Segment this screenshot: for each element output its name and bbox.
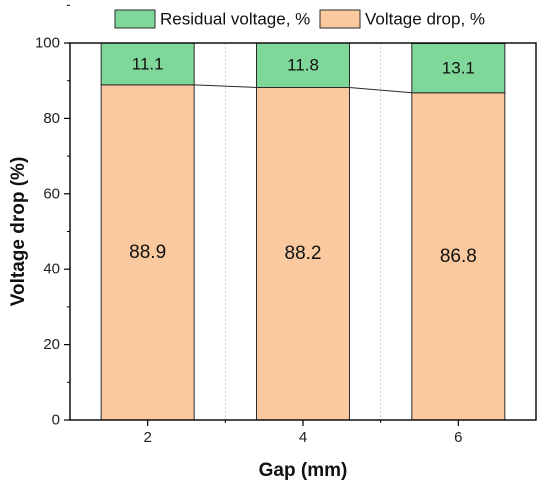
- y-tick-label: 0: [52, 412, 60, 429]
- y-tick-label: 60: [43, 185, 60, 202]
- bar-voltage-drop-2: [100, 84, 195, 421]
- plot-area: [224, 43, 382, 420]
- legend-swatch-voltage-drop: [319, 9, 361, 29]
- bar-residual-voltage-2: [100, 42, 195, 86]
- legend-label-residual-voltage: Residual voltage, %: [160, 10, 310, 29]
- x-tick-label: 4: [299, 429, 307, 446]
- axes-group: 0 20 40 60 80 100 2 4 6: [35, 4, 537, 446]
- y-tick-label: 100: [35, 35, 60, 52]
- y-tick-label: 20: [43, 336, 60, 353]
- bars-group: [100, 42, 506, 421]
- data-labels-group: 88.9 11.1 88.2 11.8 86.8 13.1: [129, 54, 477, 266]
- connector-line: [349, 86, 412, 94]
- y-tick-label: 80: [43, 110, 60, 127]
- legend: Residual voltage, % Voltage drop, %: [114, 9, 485, 29]
- data-label-voltage-drop-2: 88.9: [129, 242, 166, 263]
- connector-line: [194, 84, 257, 88]
- bar-voltage-drop-4: [256, 86, 350, 421]
- connector-lines-group: [194, 84, 412, 94]
- data-label-residual-voltage-6: 13.1: [442, 59, 475, 78]
- legend-swatch-residual-voltage: [114, 9, 156, 29]
- y-tick-label: 40: [43, 261, 60, 278]
- x-axis-title: Gap (mm): [259, 460, 348, 481]
- data-label-residual-voltage-4: 11.8: [287, 56, 319, 75]
- x-tick-label: 2: [143, 429, 151, 446]
- legend-label-voltage-drop: Voltage drop, %: [365, 10, 485, 29]
- y-axis-title: Voltage drop (%): [8, 157, 29, 307]
- x-tick-label: 6: [454, 429, 462, 446]
- data-label-voltage-drop-4: 88.2: [285, 243, 322, 264]
- data-label-voltage-drop-6: 86.8: [440, 246, 477, 267]
- data-label-residual-voltage-2: 11.1: [132, 54, 164, 73]
